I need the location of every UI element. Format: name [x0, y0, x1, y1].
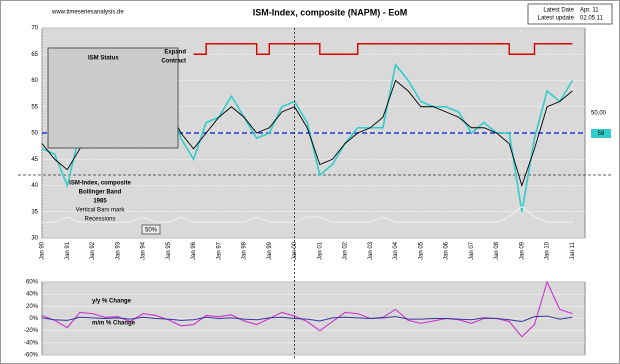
x-tick-label: Jan 07	[469, 241, 475, 260]
website: www.timeseriesanalysis.de	[51, 10, 124, 16]
y-tick-label: 20%	[26, 304, 39, 310]
info-label: Latest Date	[543, 8, 574, 14]
series-line	[42, 205, 573, 223]
latest-box	[591, 129, 611, 138]
legend-text: m/m % Change	[92, 321, 136, 327]
legend-text: 1985	[93, 199, 107, 205]
x-tick-label: Jan 08	[494, 241, 500, 260]
x-tick-label: Jan 02	[343, 241, 349, 260]
x-tick-label: Jan 90	[40, 241, 46, 260]
series-line	[193, 43, 573, 55]
x-tick-label: Jan 10	[545, 241, 551, 260]
y-tick-label: 55	[31, 104, 38, 110]
legend-text: Vertical Bars mark	[76, 208, 126, 214]
x-tick-label: Jan 91	[65, 241, 71, 260]
y-tick-label: 40%	[26, 292, 39, 298]
y-tick-label: -20%	[24, 328, 39, 334]
x-tick-label: Jan 92	[90, 241, 96, 260]
x-tick-label: Jan 96	[191, 241, 197, 260]
band-box	[141, 224, 161, 235]
x-tick-label: Jan 05	[418, 241, 424, 260]
x-tick-label: Jan 03	[368, 241, 374, 260]
y-tick-label: 60	[31, 78, 38, 84]
x-tick-label: Jan 98	[242, 241, 248, 260]
threshold-label: 50,00	[591, 111, 607, 117]
contract-label: Contract	[161, 59, 186, 65]
info-box	[527, 3, 613, 25]
expand-label: Expand	[164, 50, 186, 56]
x-tick-label: Jan 01	[317, 241, 323, 260]
x-tick-label: Jan 04	[393, 241, 399, 260]
inset-title: ISM Status	[88, 56, 119, 62]
band-label: 50%	[145, 228, 158, 234]
info-value: 02.05.11	[580, 16, 604, 22]
legend-text: ISM-Index, composite	[69, 181, 131, 187]
chart-title: ISM-Index, composite (NAPM) - EoM	[253, 7, 408, 17]
info-value: Apr. 11	[580, 8, 599, 14]
x-tick-label: Jan 95	[166, 241, 172, 260]
x-tick-label: Jan 11	[570, 241, 576, 259]
y-tick-label: 30	[31, 236, 38, 242]
y-tick-label: 35	[31, 209, 38, 215]
y-tick-label: 40	[31, 183, 38, 189]
x-tick-label: Jan 00	[292, 241, 298, 260]
y-tick-label: 50	[31, 131, 38, 137]
legend-text: Recessions	[84, 217, 115, 223]
info-label: Latest update	[538, 16, 575, 22]
latest-label: 58	[598, 131, 605, 137]
y-tick-label: 70	[31, 26, 38, 32]
legend-text: Bollinger Band	[79, 190, 122, 196]
legend-text: y/y % Change	[92, 299, 132, 305]
series-line	[41, 315, 573, 323]
x-tick-label: Jan 94	[141, 241, 147, 260]
y-tick-label: -60%	[24, 353, 39, 359]
y-tick-label: 65	[31, 52, 38, 58]
y-tick-label: 45	[31, 157, 38, 163]
y-tick-label: 60%	[26, 280, 39, 286]
inset	[47, 47, 179, 149]
x-tick-label: Jan 93	[115, 241, 121, 260]
x-tick-label: Jan 97	[216, 241, 222, 260]
x-tick-label: Jan 06	[444, 241, 450, 260]
x-tick-label: Jan 09	[519, 241, 525, 260]
x-tick-label: Jan 99	[267, 241, 273, 260]
y-tick-label: 0%	[29, 316, 38, 322]
y-tick-label: -40%	[24, 340, 39, 346]
series-line	[41, 280, 573, 338]
